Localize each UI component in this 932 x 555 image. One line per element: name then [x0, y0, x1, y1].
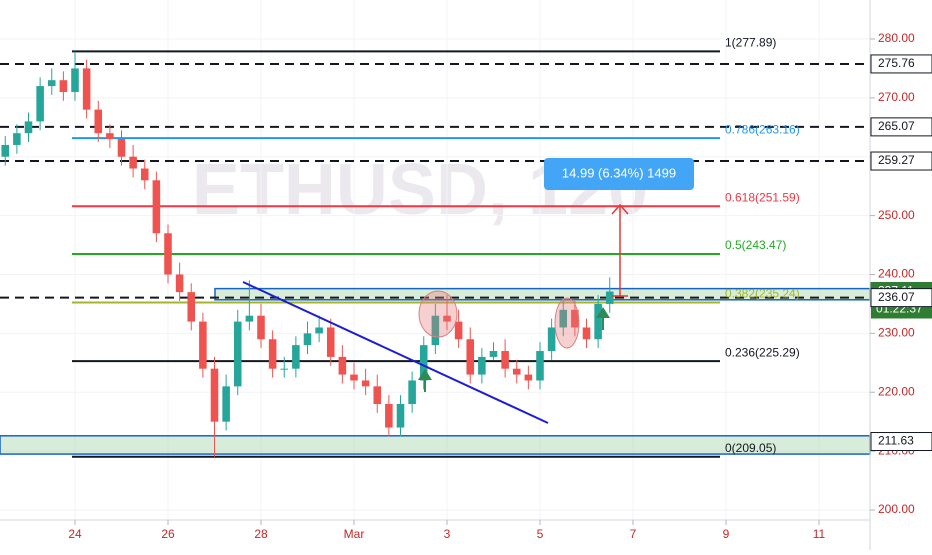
candle-body — [268, 339, 277, 369]
fib-label: 1(277.89) — [725, 36, 776, 50]
candle-body — [419, 345, 428, 381]
candle-body — [478, 356, 486, 375]
price-label: 275.76 — [878, 56, 915, 70]
candle-body — [536, 351, 544, 381]
candle-body — [338, 356, 347, 375]
candle-body — [13, 133, 21, 145]
axes: 200.00210.00220.00230.00240.00250.00260.… — [68, 31, 932, 541]
candles — [1, 51, 614, 457]
y-tick-label: 250.00 — [878, 208, 915, 222]
x-tick-label: 26 — [161, 527, 175, 541]
candle-body — [257, 315, 265, 340]
candle-body — [164, 233, 172, 275]
price-label: 259.27 — [878, 153, 915, 167]
fib-label: 0(209.05) — [725, 441, 776, 455]
measure-arrowhead — [611, 203, 629, 215]
fib-label: 0.5(243.47) — [725, 238, 786, 252]
candle-body — [582, 327, 591, 340]
candle-body — [199, 321, 207, 369]
candle-body — [396, 404, 405, 428]
x-tick-label: 24 — [68, 527, 82, 541]
candle-body — [303, 333, 312, 346]
candle-body — [466, 339, 475, 375]
candle-body — [280, 368, 289, 370]
candle-body — [245, 315, 254, 322]
candle-body — [187, 292, 196, 322]
candle-body — [222, 386, 230, 422]
y-tick-label: 270.00 — [878, 90, 915, 104]
candle-body — [140, 168, 149, 181]
candle-body — [489, 351, 498, 357]
up-arrow — [418, 369, 432, 392]
price-label: 236.07 — [878, 290, 915, 304]
candle-body — [24, 121, 33, 134]
candle-body — [373, 386, 382, 405]
x-tick-label: Mar — [344, 527, 365, 541]
lines: 1(277.89) 0.786(263.16) 0.618(251.59) 0.5(2… — [0, 36, 870, 458]
candle-body — [94, 109, 103, 134]
y-tick-label: 200.00 — [878, 502, 915, 516]
candle-body — [210, 368, 219, 422]
price-label-box — [870, 117, 932, 137]
y-tick-label: 230.00 — [878, 326, 915, 340]
candle-body — [315, 327, 323, 334]
candle-body — [385, 404, 393, 428]
trend-line — [242, 281, 549, 424]
y-tick-label: 240.00 — [878, 267, 915, 281]
fib-label: 0.618(251.59) — [725, 190, 800, 204]
y-tick-label: 220.00 — [878, 384, 915, 398]
x-tick-label: 11 — [813, 527, 826, 541]
candle-body — [524, 374, 533, 381]
candle-body — [431, 315, 440, 346]
candle-body — [71, 68, 79, 92]
fib-label: 0.236(225.29) — [725, 345, 800, 359]
price-label: 211.63 — [878, 434, 914, 448]
candle-body — [559, 309, 568, 328]
highlight-circle — [418, 290, 458, 338]
candle-body — [47, 80, 56, 87]
candle-body — [350, 374, 358, 381]
fib-label: 0.382(235.24) — [725, 287, 800, 301]
candle-body — [129, 156, 137, 169]
x-tick-label: 28 — [254, 527, 268, 541]
price-label-box — [870, 54, 932, 74]
candle-body — [501, 351, 509, 369]
candle-body — [408, 380, 416, 405]
candle-body — [512, 368, 521, 375]
candle-body — [117, 139, 126, 157]
x-tick-label: 3 — [444, 527, 451, 541]
x-tick-label: 7 — [630, 527, 637, 541]
x-tick-label: 5 — [537, 527, 544, 541]
candle-body — [571, 309, 579, 328]
price-label-box — [870, 151, 932, 171]
candle-body — [547, 327, 556, 352]
candle-body — [292, 345, 300, 369]
fib-label: 0.786(263.16) — [725, 122, 800, 136]
candle-body — [1, 144, 10, 157]
y-tick-label: 280.00 — [878, 31, 915, 45]
measure-box — [544, 158, 694, 190]
price-label: 265.07 — [878, 119, 915, 133]
highlight-circle — [554, 297, 580, 349]
up-arrow — [596, 307, 610, 330]
candle-body — [454, 321, 463, 340]
price-label-box — [870, 432, 932, 452]
candle-body — [605, 291, 614, 304]
candle-body — [82, 68, 91, 110]
candle-body — [361, 380, 370, 387]
candle-body — [106, 133, 114, 140]
candle-body — [59, 80, 68, 92]
candle-body — [36, 86, 44, 122]
candle-body — [594, 303, 602, 340]
candle-body — [175, 274, 184, 293]
candle-body — [152, 180, 161, 234]
measure-label: 14.99 (6.34%) 1499 — [562, 165, 676, 180]
price-label-box — [870, 288, 932, 308]
candle-body — [233, 321, 242, 387]
x-tick-label: 9 — [723, 527, 730, 541]
candle-body — [443, 315, 451, 322]
candle-body — [326, 327, 335, 357]
